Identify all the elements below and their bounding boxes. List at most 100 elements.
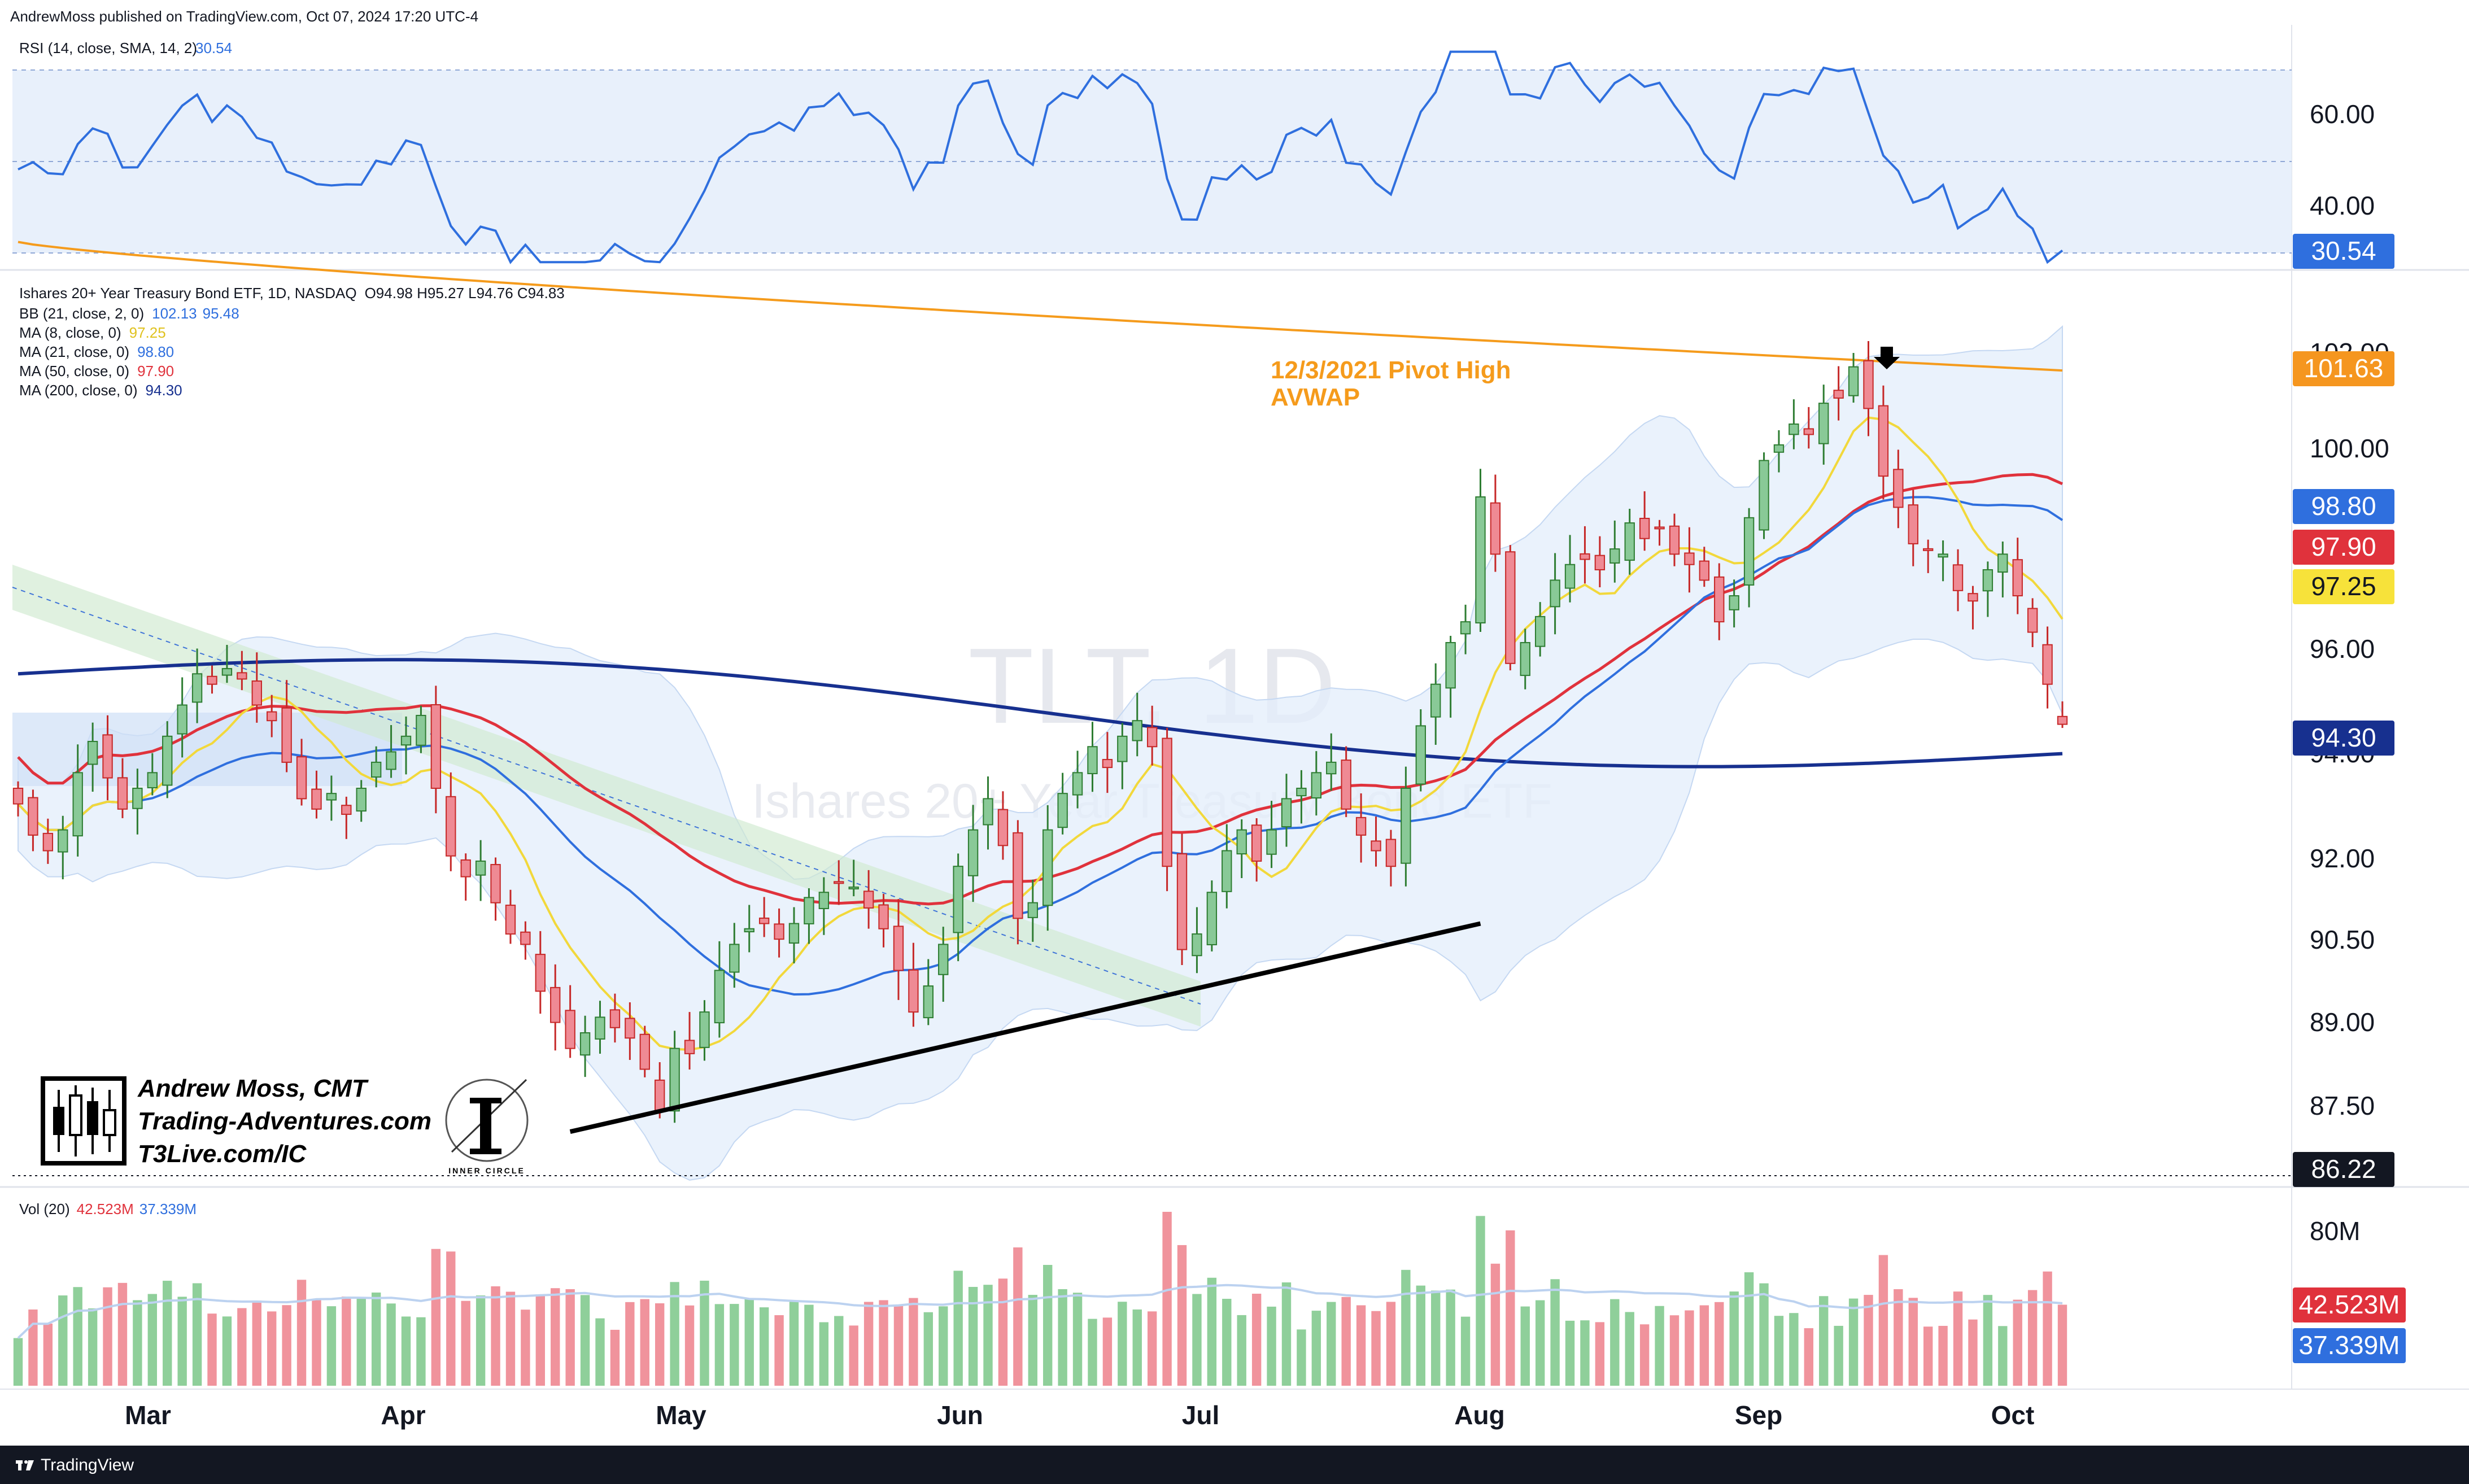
volume-bar[interactable] [983,1285,993,1386]
candle[interactable] [1534,602,1546,657]
volume-bar[interactable] [1327,1302,1336,1386]
candle[interactable] [609,993,621,1043]
candle[interactable] [1624,509,1635,575]
candle[interactable] [1281,774,1292,847]
volume-bar[interactable] [476,1295,486,1386]
channel-midline[interactable] [12,587,1201,1005]
volume-bar[interactable] [1177,1245,1187,1386]
support-trendline[interactable] [569,921,1481,1134]
volume-bar[interactable] [535,1294,546,1386]
volume-bar[interactable] [1774,1316,1784,1386]
volume-bar[interactable] [326,1306,337,1386]
candle[interactable] [1684,527,1695,593]
volume-bar[interactable] [953,1271,963,1386]
volume-bar[interactable] [1685,1310,1694,1386]
volume-bar[interactable] [1834,1325,1843,1386]
volume-bar[interactable] [296,1280,307,1386]
volume-bar[interactable] [1908,1298,1918,1386]
volume-bar[interactable] [1460,1316,1471,1386]
candle[interactable] [818,877,830,935]
volume-bar[interactable] [1297,1329,1306,1386]
volume-bar[interactable] [1729,1291,1739,1386]
candle[interactable] [237,651,247,691]
volume-bar[interactable] [1192,1294,1202,1386]
candle[interactable] [1430,663,1441,745]
volume-bar[interactable] [998,1278,1008,1386]
candle[interactable] [102,715,113,801]
volume-bar[interactable] [1625,1312,1634,1386]
candle[interactable] [834,860,844,905]
volume-bar[interactable] [595,1318,605,1386]
candle[interactable] [1236,819,1247,878]
volume-bar[interactable] [1043,1265,1053,1386]
volume-bar[interactable] [1490,1263,1500,1386]
rsi-line[interactable] [18,50,2064,264]
candle[interactable] [132,769,143,835]
candle[interactable] [356,780,367,822]
candle[interactable] [1893,449,1904,529]
volume-bar[interactable] [1610,1299,1620,1386]
volume-bar[interactable] [43,1323,53,1386]
candle[interactable] [1206,880,1218,951]
candle[interactable] [1714,563,1725,640]
volume-bar[interactable] [1580,1320,1590,1386]
candle[interactable] [1326,733,1337,791]
candle[interactable] [2012,538,2023,614]
candle[interactable] [1146,705,1158,766]
volume-bar[interactable] [849,1325,858,1386]
candle[interactable] [938,927,949,1002]
candle[interactable] [595,1001,605,1054]
volume-bar[interactable] [386,1303,396,1386]
volume-bar[interactable] [342,1297,351,1386]
candle[interactable] [1311,751,1322,816]
volume-bar[interactable] [2013,1299,2022,1386]
volume-bar[interactable] [863,1302,874,1386]
volume-bar[interactable] [1416,1285,1425,1386]
volume-bar[interactable] [2057,1304,2067,1386]
candle[interactable] [2057,701,2068,728]
volume-bar[interactable] [1819,1296,1829,1386]
volume-bar[interactable] [625,1302,635,1386]
candle[interactable] [1952,549,1964,612]
candle[interactable] [1371,817,1381,867]
candle[interactable] [684,1012,695,1070]
candle[interactable] [2042,626,2053,709]
candle[interactable] [550,964,561,1051]
candle[interactable] [565,985,575,1058]
volume-bar[interactable] [147,1294,158,1386]
candle[interactable] [1773,430,1785,473]
candle[interactable] [579,1015,591,1077]
candle[interactable] [1564,535,1576,603]
volume-bar[interactable] [312,1299,321,1386]
volume-bar[interactable] [1715,1302,1724,1386]
volume-bar[interactable] [282,1305,291,1386]
volume-bar[interactable] [1639,1324,1650,1386]
candle[interactable] [893,898,904,1000]
volume-bar[interactable] [580,1295,590,1386]
volume-bar[interactable] [1132,1309,1142,1386]
volume-bar[interactable] [1431,1290,1441,1386]
candle[interactable] [267,695,277,737]
ma8-line[interactable] [17,416,2064,1051]
candle[interactable] [1415,709,1426,792]
volume-bar[interactable] [2027,1290,2038,1386]
candle[interactable] [1789,399,1799,449]
candle[interactable] [1580,526,1590,584]
candle[interactable] [878,893,889,948]
volume-bar[interactable] [2043,1271,2052,1386]
volume-bar[interactable] [551,1288,560,1386]
volume-bar[interactable] [1789,1313,1799,1386]
candle[interactable] [1490,474,1501,572]
volume-bar[interactable] [1251,1294,1262,1386]
volume-bar[interactable] [774,1315,784,1386]
candle[interactable] [1848,353,1859,403]
volume-bar[interactable] [1028,1295,1037,1386]
footer-brand[interactable]: TradingView [41,1456,134,1474]
volume-bar[interactable] [73,1287,82,1386]
volume-bar[interactable] [565,1289,575,1386]
candle[interactable] [1669,513,1680,566]
candle[interactable] [341,796,352,839]
candle[interactable] [326,775,337,821]
candle[interactable] [1803,407,1814,449]
volume-bar[interactable] [1923,1326,1933,1386]
